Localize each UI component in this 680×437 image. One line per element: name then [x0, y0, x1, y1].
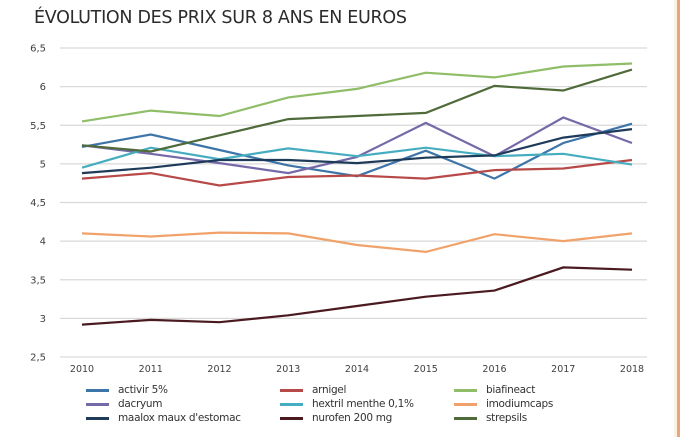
x-axis-ticks: 2010 2011 2012 2013 2014 2015 2016 2017 2018 [70, 364, 644, 375]
x-tick-label: 2011 [139, 364, 163, 375]
page-edge-shadow [674, 0, 677, 437]
y-axis-ticks: 2,5 3 3,5 4 4,5 5 5,5 6 6,5 [30, 44, 46, 364]
y-tick-label: 5,5 [30, 121, 46, 132]
y-tick-label: 3 [40, 314, 46, 325]
x-tick-label: 2012 [207, 364, 231, 375]
chart-title: ÉVOLUTION DES PRIX SUR 8 ANS EN EUROS [34, 8, 407, 28]
x-tick-label: 2013 [276, 364, 300, 375]
series-line-activir-5 [81, 122, 633, 180]
x-tick-label: 2015 [414, 364, 438, 375]
y-tick-label: 3,5 [30, 275, 46, 286]
series-line-maalox-maux-d-estomac [81, 128, 633, 175]
y-tick-label: 4 [40, 237, 46, 248]
series-lines [81, 62, 633, 326]
y-tick-label: 6 [40, 82, 46, 93]
y-tick-label: 6,5 [30, 44, 46, 55]
gridlines [60, 47, 647, 358]
series-line-biafineact [81, 62, 633, 123]
series-line-nurofen-200-mg [81, 266, 633, 326]
x-tick-label: 2017 [551, 364, 575, 375]
y-tick-label: 5 [40, 159, 46, 170]
x-tick-label: 2010 [70, 364, 94, 375]
x-tick-label: 2018 [620, 364, 644, 375]
y-tick-label: 4,5 [30, 198, 46, 209]
x-tick-label: 2014 [345, 364, 369, 375]
series-line-hextril-menthe-0-1 [81, 146, 633, 169]
page-edge-border [677, 0, 680, 437]
series-line-imodiumcaps [81, 231, 633, 254]
series-line-strepsils [81, 68, 633, 153]
series-line-arnigel [81, 158, 633, 187]
x-tick-label: 2016 [482, 364, 506, 375]
y-tick-label: 2,5 [30, 353, 46, 364]
